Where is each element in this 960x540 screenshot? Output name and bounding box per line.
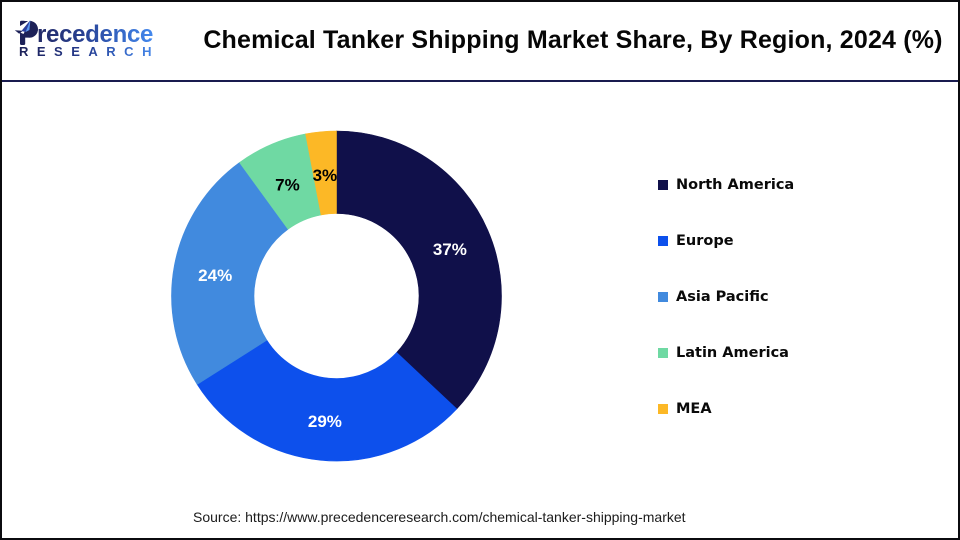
slice-label-mea: 3%: [313, 166, 338, 185]
header: recedence RESEARCH Chemical Tanker Shipp…: [0, 0, 960, 80]
chart-title: Chemical Tanker Shipping Market Share, B…: [203, 25, 943, 54]
slice-label-asia-pacific: 24%: [198, 266, 232, 285]
legend-item-latin-america: Latin America: [658, 344, 794, 362]
legend-label: MEA: [676, 400, 712, 417]
legend-swatch-icon: [658, 180, 668, 190]
legend-item-europe: Europe: [658, 232, 794, 250]
source-text: Source: https://www.precedenceresearch.c…: [193, 509, 686, 525]
legend-item-asia-pacific: Asia Pacific: [658, 288, 794, 306]
legend-swatch-icon: [658, 404, 668, 414]
legend-label: Asia Pacific: [676, 288, 769, 305]
legend-item-mea: MEA: [658, 400, 794, 418]
legend-label: Latin America: [676, 344, 789, 361]
legend-label: North America: [676, 176, 795, 193]
legend-label: Europe: [676, 232, 734, 249]
header-separator: [0, 80, 960, 82]
brand-name: recedence: [37, 21, 154, 48]
brand-subtitle: RESEARCH: [19, 44, 160, 59]
slice-label-europe: 29%: [308, 412, 342, 431]
donut-slice-europe: [196, 339, 458, 462]
donut-slice-mea: [305, 130, 337, 216]
brand-logo: recedence RESEARCH: [0, 0, 175, 80]
donut-slice-asia-pacific: [171, 162, 289, 385]
donut-slice-north-america: [336, 130, 502, 410]
slice-label-latin-america: 7%: [275, 176, 300, 195]
legend-swatch-icon: [658, 236, 668, 246]
legend-swatch-icon: [658, 292, 668, 302]
chart-legend: North America Europe Asia Pacific Latin Ame…: [658, 176, 794, 456]
slice-label-north-america: 37%: [433, 240, 467, 259]
legend-swatch-icon: [658, 348, 668, 358]
legend-item-north-america: North America: [658, 176, 794, 194]
logo-p-leaf-icon: [14, 19, 38, 45]
